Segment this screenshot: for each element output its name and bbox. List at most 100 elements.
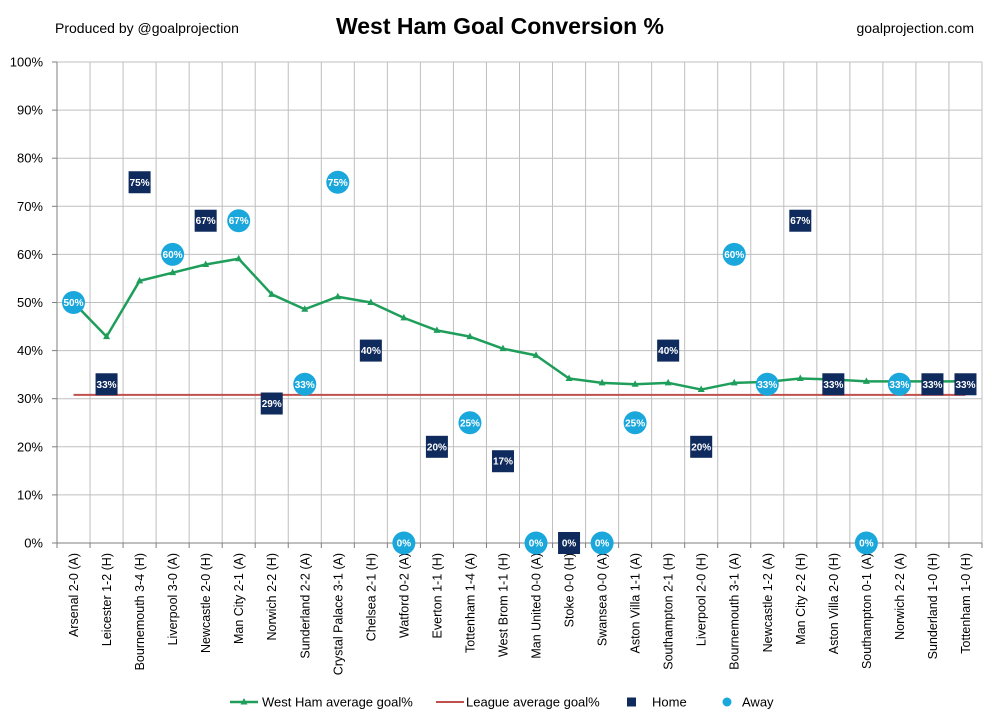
y-tick-label: 90% [17,103,43,118]
home-data-label: 40% [361,346,381,357]
away-data-label: 0% [859,539,874,550]
away-data-label: 33% [757,380,777,391]
x-tick-label: Southampton 0-1 (A) [860,553,874,669]
y-tick-label: 80% [17,151,43,166]
y-tick-label: 10% [17,487,43,502]
away-data-label: 50% [64,298,84,309]
x-tick-label: Everton 1-1 (H) [430,553,444,638]
y-tick-label: 60% [17,247,43,262]
home-marker [657,339,680,362]
legend-label-west-ham: West Ham average goal% [262,695,413,710]
x-tick-label: Newcastle 2-0 (H) [199,553,213,653]
west-ham-average-point [400,313,408,321]
home-data-label: 33% [922,380,942,391]
y-tick-label: 70% [17,199,43,214]
x-tick-label: Liverpool 2-0 (H) [695,553,709,646]
x-tick-label: Sunderland 2-2 (A) [298,553,312,659]
home-data-label: 40% [658,346,678,357]
away-data-label: 33% [889,380,909,391]
home-marker [789,209,812,232]
home-data-label: 67% [790,216,810,227]
away-marker [326,170,350,194]
x-tick-label: Bournemouth 3-1 (A) [728,553,742,670]
away-marker [524,531,548,555]
x-tick-label: Sunderland 1-0 (H) [926,553,940,659]
home-marker [954,373,977,396]
x-tick-label: Norwich 2-2 (A) [893,553,907,640]
x-tick-label: Aston Villa 2-0 (H) [827,553,841,654]
x-tick-label: Norwich 2-2 (H) [265,553,279,641]
home-marker [558,532,581,554]
x-tick-label: Tottenham 1-0 (H) [959,553,973,654]
west-ham-average-point [532,351,540,358]
away-data-label: 67% [229,216,249,227]
x-tick-label: Man City 2-1 (A) [232,553,246,644]
west-ham-average-point [664,378,672,386]
home-data-label: 33% [955,380,975,391]
home-marker [359,339,382,362]
west-ham-average-point [433,326,441,333]
away-marker [62,291,86,314]
home-marker [194,209,217,232]
west-ham-average-point [697,385,705,393]
away-data-label: 0% [397,539,412,550]
x-tick-label: Southampton 2-1 (H) [662,553,676,670]
west-ham-average-point [334,292,342,300]
west-ham-average-point [862,377,870,384]
x-tick-label: Watford 0-2 (A) [397,553,411,638]
x-tick-label: Bournemouth 3-4 (H) [133,553,147,670]
series-lines [70,254,969,396]
home-marker [425,435,448,458]
credit-left: Produced by @goalprojection [55,20,239,36]
x-tick-label: Crystal Palace 3-1 (A) [331,553,345,675]
home-marker [921,373,944,396]
away-marker [293,372,317,396]
legend: West Ham average goal% League average goa… [230,695,774,710]
x-tick-label: West Brom 1-1 (H) [496,553,510,657]
away-data-label: 60% [163,250,183,261]
gridlines [56,61,983,544]
away-marker [887,372,911,396]
x-tick-label: Swansea 0-0 (A) [596,553,610,646]
west-ham-average-point [730,378,738,386]
x-tick-label: Tottenham 1-4 (A) [463,553,477,653]
west-ham-average-point [466,332,474,340]
away-data-label: 25% [625,418,645,429]
west-ham-average-point [301,305,309,312]
legend-swatch-west-ham-marker [240,698,248,705]
x-tick-label: Liverpool 3-0 (A) [166,553,180,645]
away-marker [458,411,482,435]
x-tick-label: Chelsea 2-1 (H) [364,553,378,641]
axes [52,61,983,548]
west-ham-average-point [136,276,144,284]
x-tick-label: Man United 0-0 (A) [530,553,544,659]
x-tick-label: Arsenal 2-0 (A) [67,553,81,637]
home-data-label: 29% [262,399,282,410]
home-data-label: 20% [427,442,447,453]
series-markers: 33% 75% 67% 29% 40% 20% 17% 0% 40% 20% 67% 33% 33% 33… [62,170,977,555]
legend-label-league: League average goal% [466,695,600,710]
y-tick-label: 50% [17,295,43,310]
x-tick-label: Aston Villa 1-1 (A) [629,553,643,654]
legend-swatch-home [627,697,636,707]
y-tick-label: 30% [17,391,43,406]
home-marker [128,171,151,194]
home-marker [690,435,713,458]
home-marker [95,373,118,396]
away-data-label: 0% [529,539,544,550]
west-ham-average-point [103,332,111,340]
west-ham-average-point [235,254,243,262]
y-tick-label: 0% [24,536,43,551]
home-data-label: 75% [130,178,150,189]
away-marker [392,531,416,555]
away-marker [623,411,647,435]
y-tick-label: 100% [10,55,44,70]
away-marker [227,209,251,233]
x-axis-ticks: Arsenal 2-0 (A) Leicester 1-2 (H) Bournemo… [67,553,973,675]
home-data-label: 67% [196,216,216,227]
legend-label-home: Home [652,695,687,710]
west-ham-average-point [796,374,804,381]
west-ham-average-point [268,290,276,297]
home-marker [491,450,514,473]
